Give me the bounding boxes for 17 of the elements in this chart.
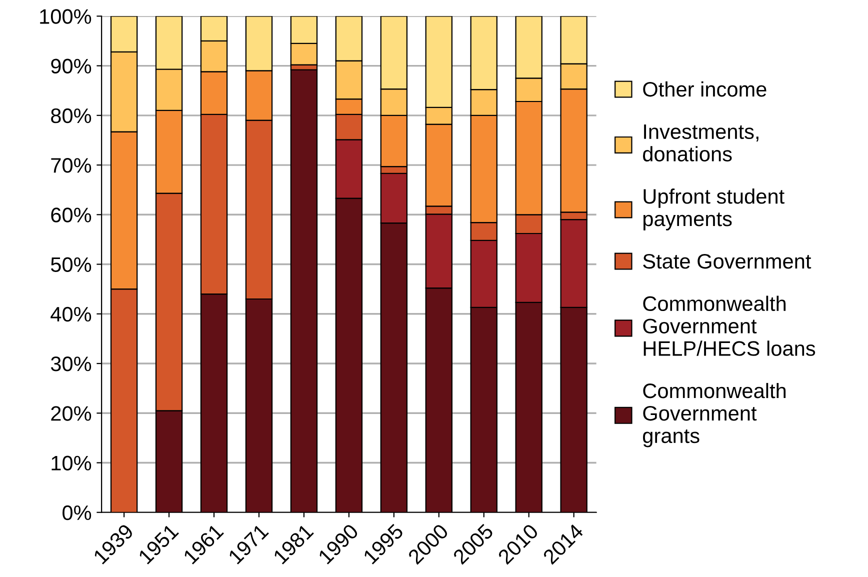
y-tick-label: 0% [62,505,92,520]
y-tick-label: 60% [51,208,92,222]
legend-label: Commonwealth Government HELP/HECS loans [643,296,816,356]
legend-label: Upfront student payments [643,188,784,230]
legend-label: Commonwealth Government grants [643,382,786,448]
y-tick-label: 70% [51,158,92,173]
y-tick-label: 80% [51,108,92,124]
legend-label: State Government [643,254,812,269]
y-tick-label: 50% [50,257,92,272]
y-tick-label: 100% [40,9,92,24]
y-tick-label: 40% [50,306,92,322]
y-tick-label: 20% [51,406,92,421]
legend-label: Investments, donations [643,124,758,162]
y-tick-label: 30% [50,356,92,372]
legend-label: Other income [643,81,766,97]
y-tick-label: 90% [51,58,92,74]
y-tick-label: 10% [52,456,92,471]
